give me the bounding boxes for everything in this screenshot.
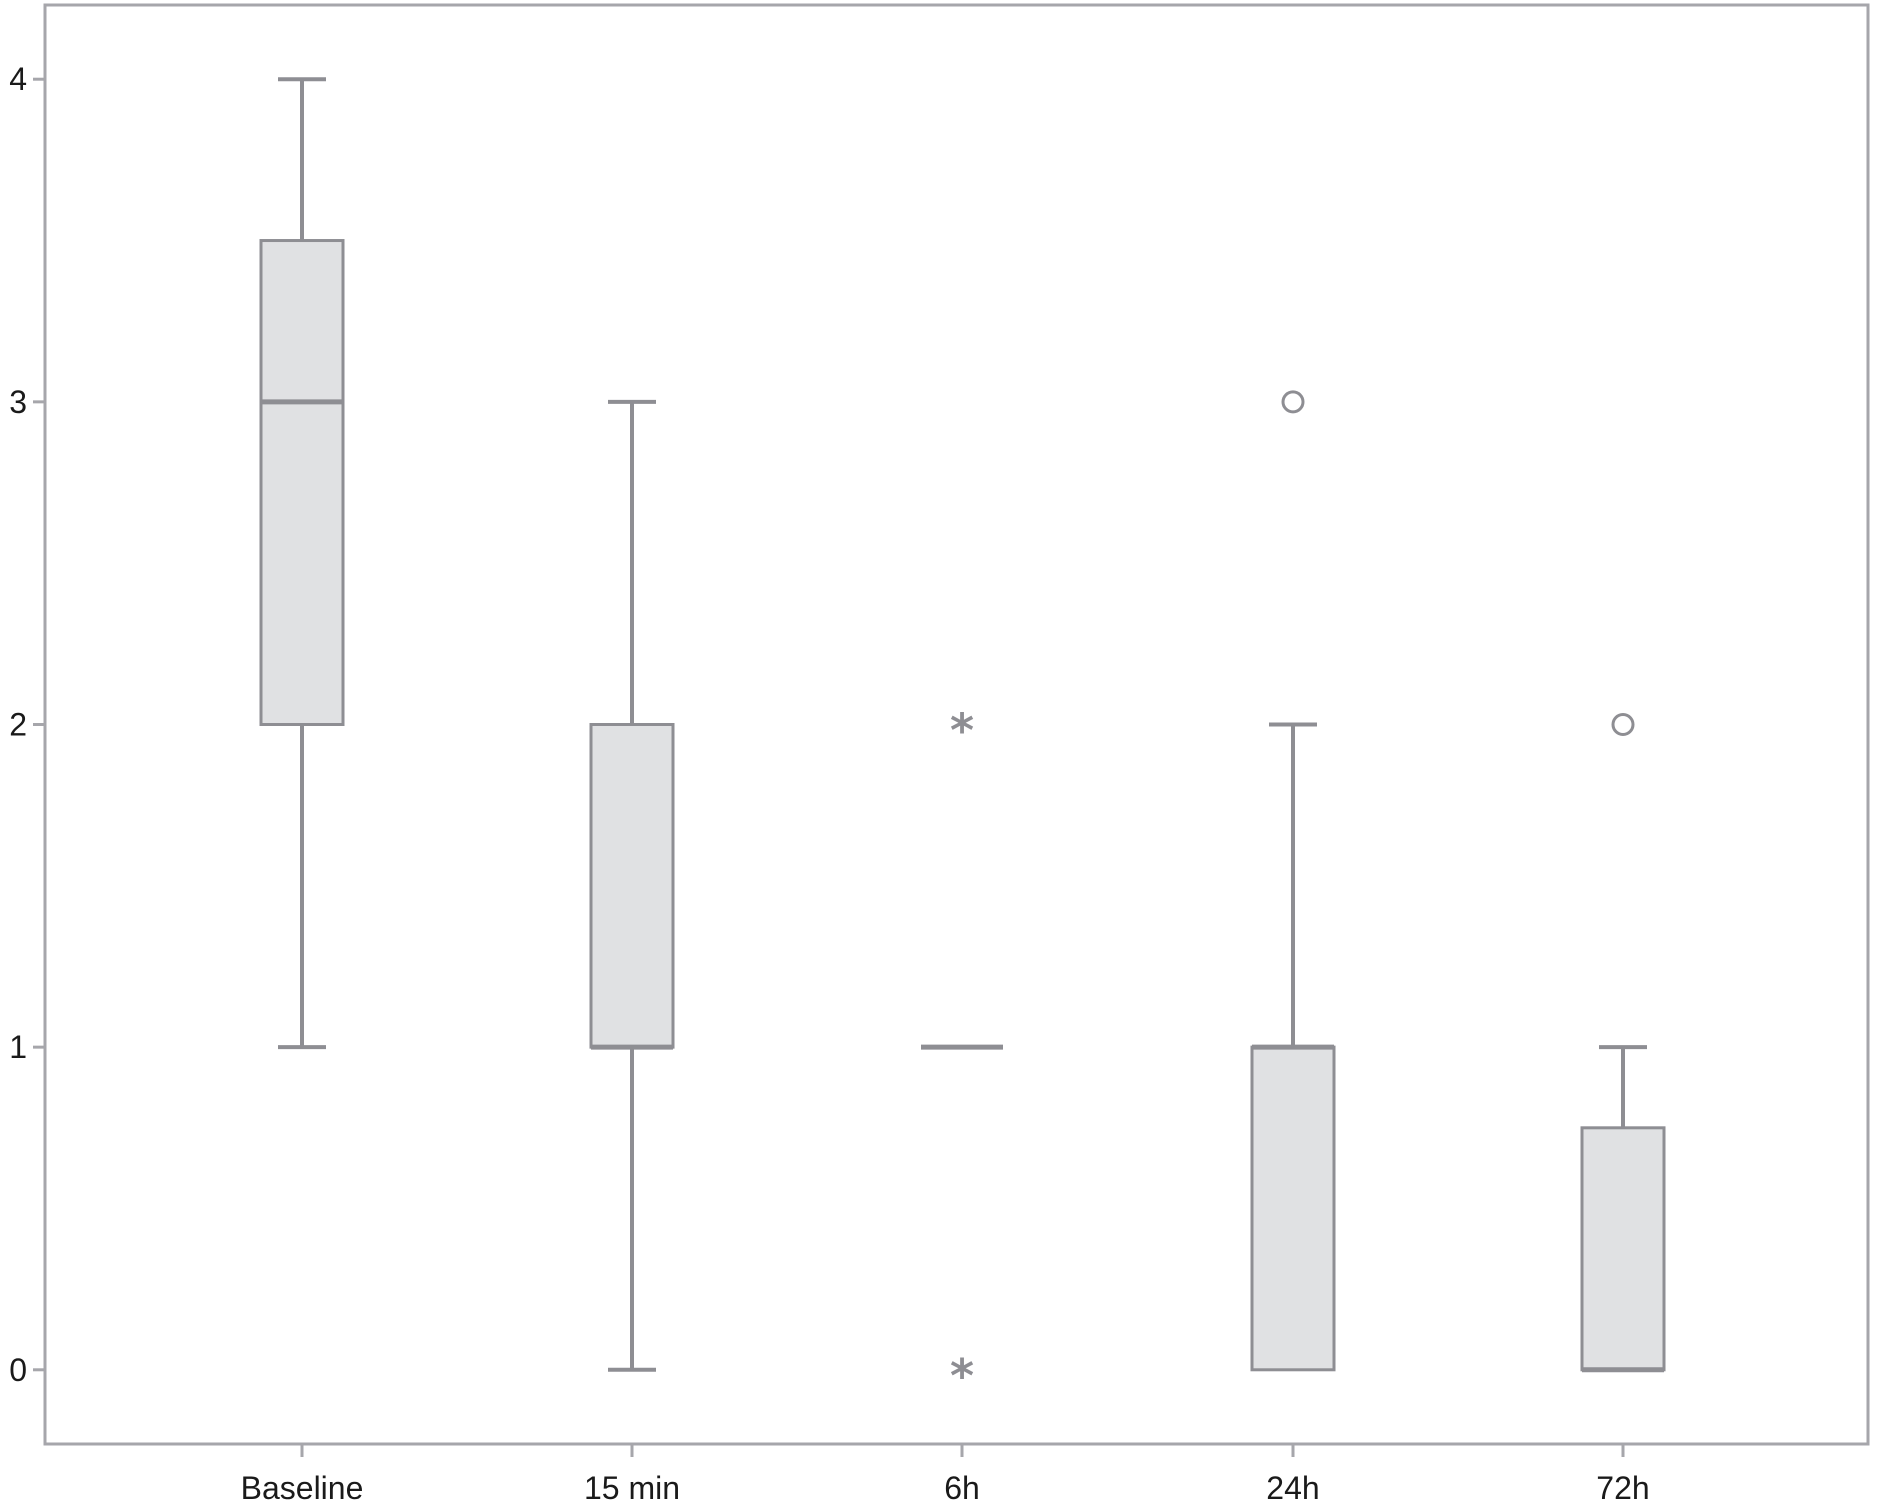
extreme-point: * (950, 1349, 974, 1403)
y-tick-label: 4 (9, 61, 27, 97)
outlier-point (1611, 713, 1635, 736)
extreme-point: * (950, 704, 974, 758)
box-group-15-min (589, 399, 675, 1372)
box-group-6h: ** (921, 704, 1003, 1403)
box-group-72h (1580, 713, 1666, 1373)
y-tick-label: 3 (9, 384, 27, 420)
x-tick-label: 15 min (584, 1470, 680, 1506)
y-tick-label: 2 (9, 707, 27, 743)
x-tick-label: 24h (1266, 1470, 1319, 1506)
box-group-24h (1250, 390, 1336, 1372)
box-iqr (259, 239, 345, 726)
y-tick-label: 1 (9, 1029, 27, 1065)
y-tick-label: 0 (9, 1352, 27, 1388)
x-tick-label: Baseline (241, 1470, 364, 1506)
x-tick-label: 6h (944, 1470, 980, 1506)
box-iqr (1580, 1126, 1666, 1372)
box-iqr (589, 723, 675, 1049)
outlier-point (1281, 390, 1305, 414)
x-tick-label: 72h (1596, 1470, 1649, 1506)
box-group-baseline (259, 77, 345, 1050)
box-iqr (1250, 1045, 1336, 1372)
